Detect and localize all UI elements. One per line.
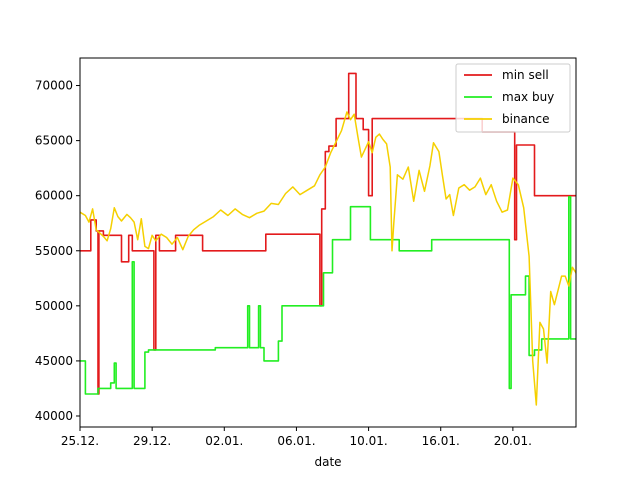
x-tick-label: 02.01.: [205, 434, 243, 448]
plot-frame: [79, 57, 577, 428]
y-tick-label: 40000: [35, 409, 73, 423]
x-tick-label: 10.01.: [349, 434, 387, 448]
legend-label-min-sell: min sell: [502, 68, 549, 82]
y-tick-label: 60000: [35, 189, 73, 203]
x-tick-label: 29.12.: [133, 434, 171, 448]
series-layer: [80, 72, 576, 406]
series-line-binance: [80, 111, 576, 406]
y-axis: 40000 45000 50000 55000 60000 65000 70000: [35, 79, 80, 423]
y-tick-label: 70000: [35, 79, 73, 93]
series-line-max-buy: [80, 196, 576, 395]
legend-box: [455, 63, 571, 133]
x-tick-label: 16.01.: [422, 434, 460, 448]
y-tick-label: 65000: [35, 134, 73, 148]
y-tick-label: 50000: [35, 299, 73, 313]
y-tick-label: 55000: [35, 244, 73, 258]
x-axis-label: date: [314, 455, 341, 469]
legend-label-binance: binance: [502, 112, 550, 126]
x-tick-label: 25.12.: [61, 434, 99, 448]
x-tick-label: 20.01.: [494, 434, 532, 448]
x-axis: 25.12. 29.12. 02.01. 06.01. 10.01. 16.01. 20.0…: [61, 427, 532, 448]
x-tick-label: 06.01.: [277, 434, 315, 448]
legend-label-max-buy: max buy: [502, 90, 554, 104]
y-tick-label: 45000: [35, 354, 73, 368]
legend: min sell max buy binance: [455, 63, 571, 133]
series-line-min-sell: [80, 72, 576, 395]
